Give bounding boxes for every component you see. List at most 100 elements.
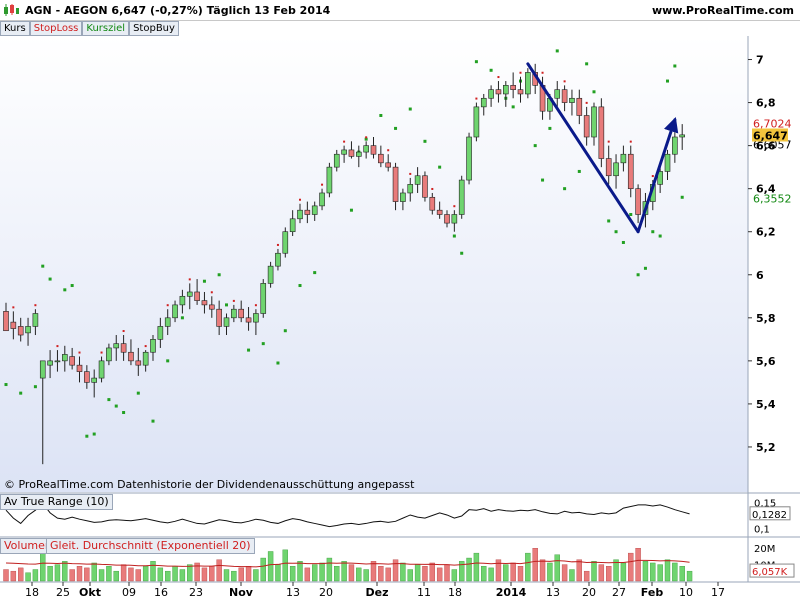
candle-body: [480, 97, 487, 108]
stoploss-dot: [621, 240, 625, 244]
candle-body: [348, 149, 355, 157]
date-tick-label: 09: [122, 586, 136, 599]
date-tick-label: 10: [679, 586, 693, 599]
candle-body: [620, 153, 627, 164]
stoploss-marker: [607, 140, 610, 143]
stoploss-dot: [607, 219, 611, 223]
candle-body: [150, 339, 156, 353]
stoploss-marker: [166, 304, 169, 307]
stoploss-marker: [254, 304, 257, 307]
candle-body: [635, 188, 641, 215]
date-tick-label: Dez: [366, 586, 389, 599]
stoploss-marker: [299, 198, 301, 201]
price-axis: 7 6,8 6,6 6,4 6,2 6 5,8 5,6 5,4 5,2: [748, 54, 776, 454]
stoploss-marker: [144, 345, 147, 348]
candle-body: [245, 317, 252, 323]
volume-bar: [172, 566, 178, 582]
stoploss-button[interactable]: StopLoss: [29, 21, 83, 36]
stoploss-dot: [474, 60, 478, 64]
candle-body: [385, 162, 392, 168]
candle-body: [91, 377, 97, 383]
volume-bar: [356, 567, 362, 582]
stopbuy-button[interactable]: StopBuy: [129, 21, 179, 36]
candle-body: [510, 85, 516, 90]
volume-bar: [628, 552, 634, 582]
candle-body: [10, 321, 17, 329]
volume-bar: [429, 562, 435, 582]
volume-bar: [231, 570, 237, 582]
atr-current-badge: 0,1282: [752, 510, 787, 521]
candle-body: [201, 300, 208, 306]
volume-bar: [672, 562, 678, 582]
volume-bar: [657, 564, 663, 582]
price-tick-label: 7: [756, 54, 764, 67]
stoploss-dot: [614, 230, 618, 234]
volume-bar: [319, 562, 325, 582]
volume-bar: [481, 566, 487, 582]
candle-body: [598, 106, 605, 159]
stoploss-dot: [283, 329, 287, 333]
candle-body: [135, 360, 142, 366]
price-tick-label: 5,8: [756, 312, 776, 325]
price-tick-label: 5,6: [756, 355, 776, 368]
candle-body: [569, 97, 575, 103]
price-panel-background: [0, 36, 748, 492]
candle-body: [517, 89, 524, 95]
volume-bar: [613, 559, 619, 582]
candle-body: [267, 265, 274, 284]
stoploss-dot: [658, 234, 662, 238]
site-link[interactable]: www.ProRealTime.com: [651, 4, 794, 17]
stoploss-dot: [452, 234, 456, 238]
volume-bar: [473, 552, 480, 582]
candle-body: [422, 175, 428, 198]
volume-current-badge-bg: [749, 563, 795, 578]
kurs-button[interactable]: Kurs: [0, 21, 30, 36]
volume-bar: [650, 562, 656, 582]
volume-bar: [539, 559, 546, 582]
stoploss-dot: [217, 273, 221, 277]
volume-bar: [664, 559, 671, 582]
toolbar: Kurs StopLoss Kursziel StopBuy: [0, 21, 179, 36]
volume-bar: [84, 567, 90, 582]
volume-bar: [561, 564, 568, 582]
candle-body: [297, 209, 303, 220]
stoploss-dot: [585, 62, 589, 66]
candle-body: [209, 304, 215, 310]
volume-bar: [598, 564, 605, 582]
volume-bar: [642, 561, 649, 582]
stoploss-dot: [276, 361, 280, 365]
date-tick-label: Nov: [229, 586, 254, 599]
atr-tick-label: 0,15: [754, 498, 776, 509]
volume-bar: [128, 567, 134, 582]
candle-body: [25, 326, 31, 334]
volume-ema-line: [5, 559, 690, 568]
candle-body: [39, 360, 46, 379]
candle-body: [341, 149, 347, 155]
candle-body: [84, 371, 90, 383]
stoploss-marker: [12, 306, 15, 309]
candle-body: [164, 317, 171, 327]
stoploss-marker: [321, 183, 324, 186]
volume-bar: [54, 564, 61, 582]
candle-body: [231, 308, 237, 319]
stoploss-marker: [34, 304, 37, 307]
candle-body: [311, 205, 318, 215]
trend-line: [636, 116, 679, 234]
atr-axis: 0,15 0,1 0,1282: [749, 498, 791, 536]
candle-body: [561, 89, 568, 103]
candle-body: [495, 89, 502, 95]
kursziel-button[interactable]: Kursziel: [82, 21, 130, 36]
atr-current-badge-bg: [749, 506, 791, 521]
volume-label: Volumen: [0, 538, 56, 554]
candle-body: [238, 308, 244, 319]
volume-bar: [113, 570, 119, 582]
volume-bar: [98, 569, 105, 582]
atr-line: [5, 502, 690, 528]
stoploss-dot: [548, 126, 552, 130]
current-price-badge-bg: [752, 128, 788, 142]
date-tick-label: 27: [612, 586, 626, 599]
volume-bar: [635, 548, 641, 582]
candle-body: [157, 326, 164, 340]
candle-body: [275, 252, 281, 267]
